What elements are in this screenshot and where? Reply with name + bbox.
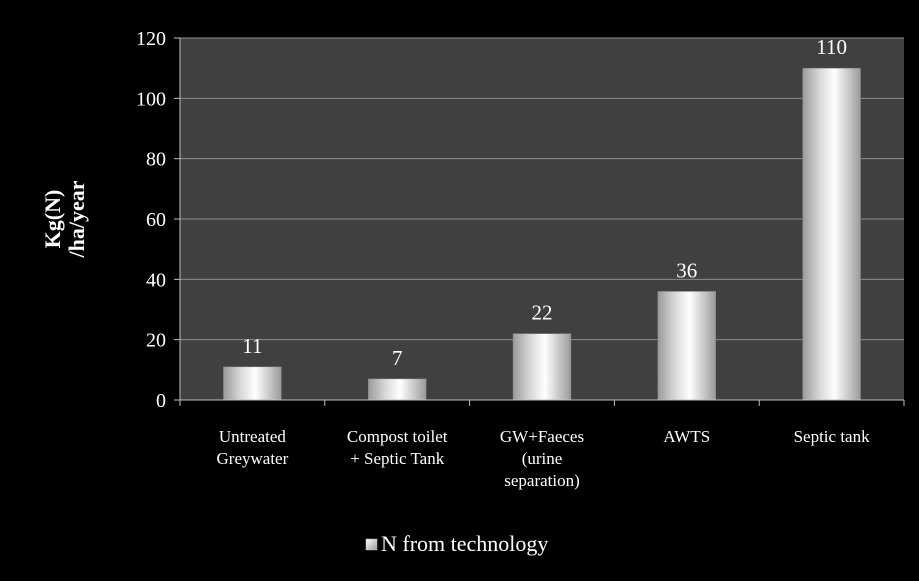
- bar: [223, 366, 282, 401]
- bars: [223, 67, 861, 401]
- gridlines: [180, 37, 904, 341]
- bar: [802, 67, 861, 401]
- y-axis-label: Kg(N): [40, 190, 65, 249]
- legend: N from technology: [365, 531, 548, 556]
- legend-label: N from technology: [381, 531, 548, 556]
- y-tick-label: 120: [136, 28, 166, 50]
- data-label: 36: [676, 258, 697, 282]
- x-category-label: Untreated: [219, 427, 287, 446]
- y-tick-label: 60: [146, 209, 166, 231]
- bar: [657, 291, 717, 401]
- bar: [512, 333, 572, 401]
- x-category-label: Greywater: [217, 449, 289, 468]
- data-label: 22: [532, 301, 553, 325]
- y-axis-label: /ha/year: [64, 180, 89, 258]
- x-category-label: GW+Faeces: [500, 427, 584, 446]
- y-tick-label: 40: [146, 269, 166, 291]
- x-category-label: Septic tank: [794, 427, 871, 446]
- x-category-label: (urine: [522, 449, 563, 468]
- y-tick-label: 20: [146, 330, 166, 352]
- data-label: 11: [242, 334, 262, 358]
- x-category-label: separation): [504, 471, 580, 490]
- y-tick-label: 0: [156, 390, 166, 412]
- labels: 0 20 40 60 80 100 120 11 Untreated Greywater 7 Comp…: [40, 28, 870, 490]
- legend-swatch: [365, 538, 378, 551]
- data-label: 7: [392, 346, 403, 370]
- x-category-label: + Septic Tank: [350, 449, 445, 468]
- x-category-label: Compost toilet: [347, 427, 448, 446]
- y-tick-label: 100: [136, 88, 166, 110]
- bar: [367, 378, 427, 401]
- axes: [174, 37, 905, 406]
- x-category-label: AWTS: [663, 427, 710, 446]
- y-tick-label: 80: [146, 149, 166, 171]
- data-label: 110: [816, 35, 847, 59]
